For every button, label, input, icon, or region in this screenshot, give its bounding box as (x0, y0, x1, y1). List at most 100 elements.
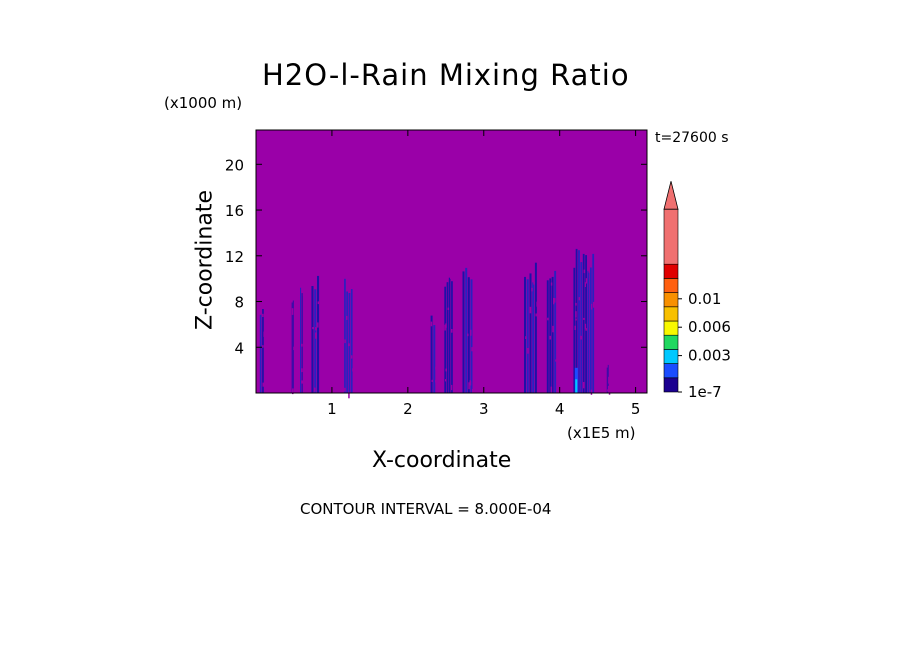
rain-gap (527, 348, 529, 354)
rain-gap (590, 389, 593, 395)
rain-streak (580, 262, 583, 393)
rain-gap (344, 339, 346, 344)
rain-gap (525, 336, 527, 339)
colorbar-segment (663, 292, 679, 308)
rain-streak (573, 267, 576, 393)
time-label: t=27600 s (655, 130, 729, 146)
rain-gap (529, 266, 531, 269)
rain-gap (578, 297, 581, 301)
rain-streak (433, 325, 436, 393)
rain-gap (444, 324, 446, 331)
x-tick-label: 3 (479, 400, 489, 418)
rain-gap (302, 293, 305, 297)
colorbar-segment (663, 208, 679, 265)
colorbar-label: 0.01 (688, 290, 721, 308)
rain-gap (575, 318, 577, 321)
rain-gap (467, 333, 469, 337)
rain-gap (593, 301, 595, 308)
rain-streak (317, 275, 320, 393)
x-tick-label: 5 (631, 400, 641, 418)
rain-column (606, 364, 611, 395)
rain-gap (529, 306, 532, 314)
rain-column (546, 270, 557, 394)
rain-gap (262, 382, 264, 387)
chart-title: H2O-l-Rain Mixing Ratio (262, 58, 630, 92)
rain-streak (311, 286, 314, 393)
rain-streak (582, 253, 585, 393)
rain-gap (471, 347, 473, 352)
rain-streak (470, 279, 473, 393)
rain-gap (451, 329, 453, 333)
rain-gap (575, 311, 577, 318)
rain-gap (431, 379, 433, 382)
colorbar-segment (663, 334, 679, 350)
rain-gap (352, 368, 354, 372)
rain-streak (467, 277, 470, 393)
rain-gap (262, 345, 264, 348)
rain-column (311, 275, 320, 393)
rain-gap (550, 386, 553, 394)
rain-column (291, 300, 295, 395)
rain-gap (445, 368, 447, 372)
rain-streak (430, 315, 433, 393)
rain-column (430, 315, 437, 393)
rain-gap (531, 287, 533, 292)
rain-gap (552, 325, 554, 333)
z-axis-unit: (x1000 m) (164, 94, 243, 112)
rain-gap (301, 343, 303, 347)
colorbar-segment (663, 363, 679, 379)
rain-gap (580, 335, 582, 340)
rain-streak (448, 277, 451, 393)
rain-gap (314, 387, 316, 392)
rain-streak (587, 270, 590, 393)
rain-streak (532, 282, 535, 393)
rain-gap (445, 379, 447, 382)
x-tick-label: 2 (403, 400, 413, 418)
rain-gap (263, 331, 265, 337)
rain-column (444, 276, 453, 393)
plot-frame (255, 129, 648, 394)
rain-gap (575, 302, 577, 306)
rain-gap (447, 307, 450, 310)
rain-streak (350, 289, 353, 393)
rain-column (259, 309, 265, 393)
rain-gap (435, 379, 437, 383)
rain-gap (317, 301, 320, 305)
colorbar-label: 0.003 (688, 347, 731, 365)
rain-gap (535, 313, 537, 317)
rain-gap (585, 278, 588, 284)
rain-streak (446, 282, 449, 393)
rain-streak (291, 302, 293, 393)
rain-column (524, 262, 539, 393)
rain-gap (293, 346, 295, 351)
rain-gap (533, 281, 535, 285)
rain-gap (348, 391, 350, 399)
rain-streak (465, 267, 468, 393)
rain-streak (524, 276, 526, 393)
y-tick-label: 8 (234, 294, 244, 312)
rain-gap (430, 321, 433, 327)
rain-streak (589, 267, 592, 393)
rain-gap (468, 382, 470, 390)
rain-streak (606, 367, 608, 393)
rain-streak (546, 280, 549, 393)
rain-gap (346, 315, 348, 320)
rain-gap (583, 269, 586, 274)
rain-streak (575, 248, 578, 393)
rain-streak (526, 279, 529, 393)
rain-streak (444, 286, 446, 393)
rain-column (300, 287, 305, 393)
rain-gap (445, 323, 447, 328)
rain-streak (259, 314, 262, 393)
colorbar-segment (663, 320, 679, 336)
rain-streak (301, 293, 303, 393)
rain-streak (300, 287, 302, 393)
colorbar-segment (663, 278, 679, 293)
rain-streak (578, 250, 580, 393)
colorbar-label: 0.006 (688, 318, 731, 336)
rain-gap (584, 282, 586, 287)
rain-gap (607, 389, 609, 392)
contour-interval-text: CONTOUR INTERVAL = 8.000E-04 (300, 500, 552, 518)
rain-streak (462, 271, 465, 393)
rain-column (462, 267, 475, 393)
